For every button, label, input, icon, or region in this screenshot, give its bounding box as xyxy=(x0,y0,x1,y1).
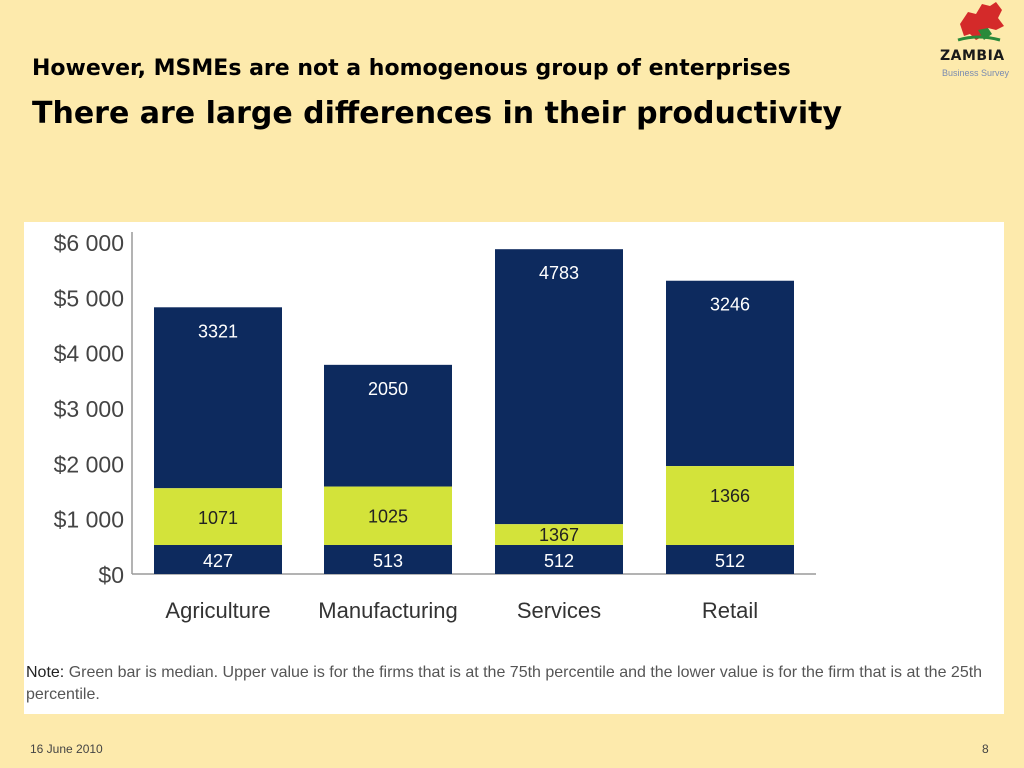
logo-name: ZAMBIA xyxy=(940,48,1005,64)
data-label-lower: 513 xyxy=(373,551,403,571)
data-label-median: 1367 xyxy=(539,525,579,545)
bar-median-segment xyxy=(495,524,623,545)
bar-lower-segment xyxy=(154,545,282,574)
data-label-median: 1025 xyxy=(368,507,408,527)
bar-median-segment xyxy=(154,488,282,545)
bar-lower-segment xyxy=(666,545,794,574)
x-category-label: Services xyxy=(517,598,601,623)
note-text: Green bar is median. Upper value is for … xyxy=(26,664,983,703)
x-category-label: Retail xyxy=(702,598,758,623)
y-tick-label: $6 000 xyxy=(54,230,124,256)
data-label-median: 1366 xyxy=(710,486,750,506)
productivity-bar-chart: $0 $1 000 $2 000 $3 000 $4 000 $5 000 $6 000 33… xyxy=(54,230,816,623)
bar-median-segment xyxy=(324,486,452,545)
chart-panel: $0 $1 000 $2 000 $3 000 $4 000 $5 000 $6 000 33… xyxy=(24,222,1004,714)
logo-tagline: Business Survey xyxy=(942,68,1010,78)
data-label-lower: 427 xyxy=(203,551,233,571)
footer-date: 16 June 2010 xyxy=(30,742,103,756)
bar-upper-segment xyxy=(495,249,623,525)
bar-median-segment xyxy=(666,466,794,545)
data-label-upper: 3321 xyxy=(198,321,238,341)
y-tick-label: $5 000 xyxy=(54,285,124,311)
bar-upper-segment xyxy=(666,280,794,467)
data-label-median: 1071 xyxy=(198,508,238,528)
zambia-map-icon xyxy=(957,2,1004,42)
bar-upper-segment xyxy=(324,364,452,487)
y-tick-label: $4 000 xyxy=(54,341,124,367)
y-tick-label: $2 000 xyxy=(54,451,124,477)
page-number: 8 xyxy=(982,742,989,756)
zambia-logo: ZAMBIA Business Survey xyxy=(938,0,1024,88)
bar-lower-segment xyxy=(324,545,452,574)
bar-lower-segment xyxy=(495,545,623,574)
slide-title: There are large differences in their pro… xyxy=(32,96,843,131)
data-label-lower: 512 xyxy=(715,551,745,571)
slide-subtitle: However, MSMEs are not a homogenous grou… xyxy=(32,56,791,81)
data-label-upper: 4783 xyxy=(539,263,579,283)
bar-upper-segment xyxy=(154,307,282,489)
chart-note: Note: Green bar is median. Upper value i… xyxy=(26,662,1001,706)
y-tick-label: $1 000 xyxy=(54,507,124,533)
data-label-upper: 2050 xyxy=(368,379,408,399)
y-tick-label: $3 000 xyxy=(54,396,124,422)
x-category-label: Manufacturing xyxy=(318,598,457,623)
data-label-lower: 512 xyxy=(544,551,574,571)
x-category-label: Agriculture xyxy=(165,598,270,623)
y-tick-label: $0 xyxy=(98,562,124,588)
note-label: Note: xyxy=(26,664,65,681)
data-label-upper: 3246 xyxy=(710,295,750,315)
